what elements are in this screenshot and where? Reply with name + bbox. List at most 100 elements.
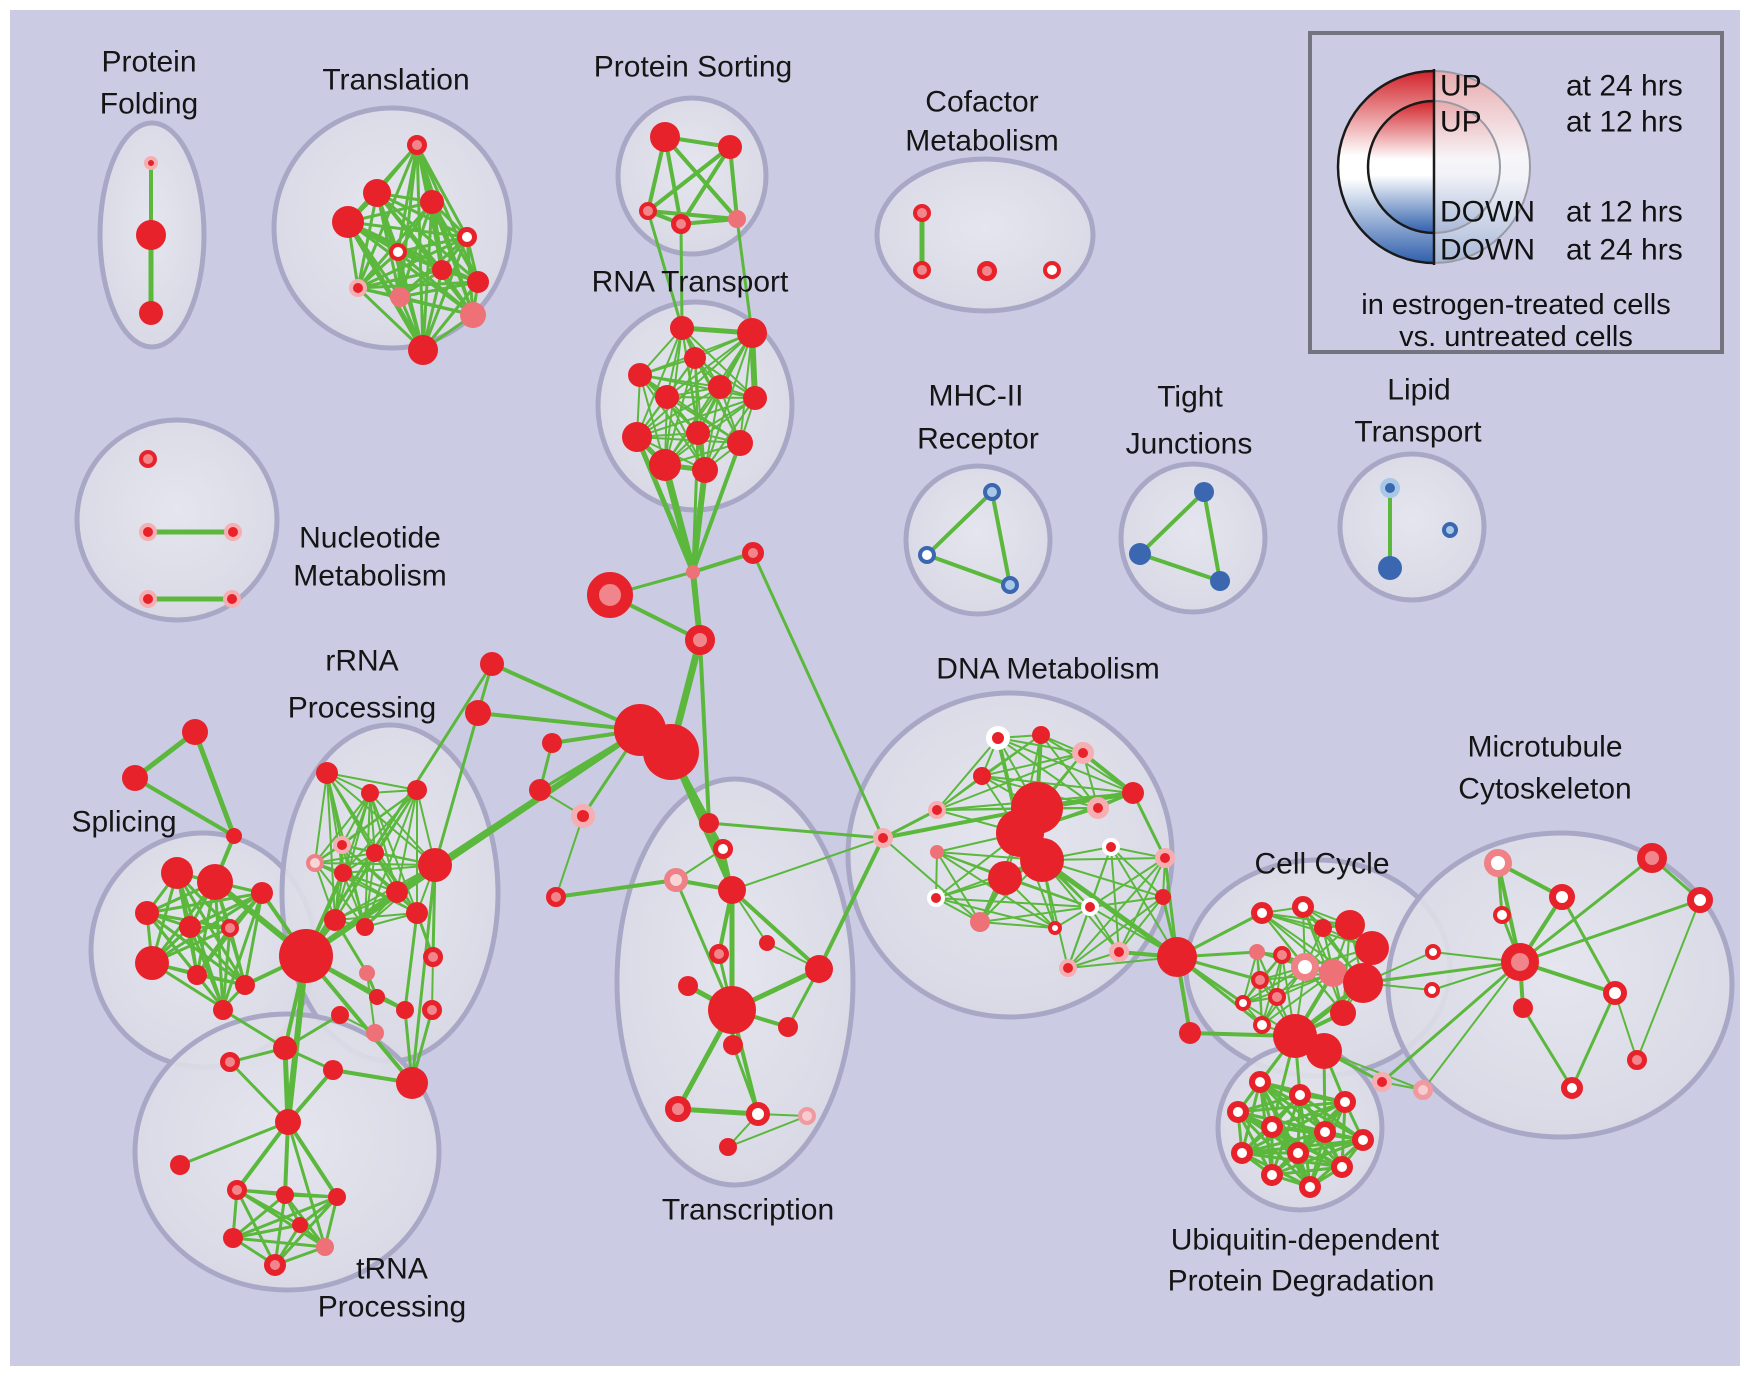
- node-mt5: [1425, 944, 1441, 960]
- node-t5: [457, 227, 477, 247]
- edge: [188, 891, 264, 929]
- node-tj3: [1210, 571, 1230, 591]
- node-t2: [363, 179, 391, 207]
- edge: [979, 921, 1056, 929]
- node-x2: [713, 839, 733, 859]
- node-c11: [465, 700, 491, 726]
- edge: [346, 220, 469, 239]
- node-ub5: [1261, 1116, 1283, 1138]
- edge: [231, 1195, 339, 1240]
- cluster-label-dna-metabolism-line0: DNA Metabolism: [936, 653, 1159, 686]
- cluster-label-microtubule-cytoskeleton-line1: Cytoskeleton: [1458, 773, 1631, 806]
- legend-time-1: at 12 hrs: [1566, 106, 1683, 139]
- edge: [286, 1120, 327, 1249]
- node-s6: [251, 882, 273, 904]
- edge: [314, 852, 376, 864]
- node-t4: [332, 206, 364, 238]
- node-r4: [628, 363, 652, 387]
- cluster-label-protein-folding-line0: Protein: [101, 46, 196, 79]
- node-rr13: [359, 965, 375, 981]
- node-n5: [223, 590, 241, 608]
- node-u7: [331, 1006, 349, 1024]
- node-ub2: [1289, 1084, 1311, 1106]
- node-cc12: [1268, 988, 1286, 1006]
- node-B2: [1179, 1022, 1201, 1044]
- edge: [314, 862, 436, 866]
- node-cc7: [1273, 946, 1291, 964]
- node-x8: [805, 955, 833, 983]
- edge: [1202, 490, 1222, 583]
- edge: [646, 209, 739, 221]
- cluster-label-rrna-processing-line1: Processing: [288, 692, 436, 725]
- node-h2: [643, 724, 699, 780]
- legend-caption-line0: in estrogen-treated cells: [1361, 289, 1671, 321]
- node-ub3: [1334, 1091, 1356, 1113]
- cluster-label-ubiquitin-degradation-line0: Ubiquitin-dependent: [1171, 1224, 1440, 1257]
- edge: [1261, 972, 1334, 1026]
- edge: [1118, 896, 1164, 953]
- edge: [1110, 846, 1120, 953]
- edge: [286, 1120, 339, 1199]
- node-ub4: [1227, 1101, 1249, 1123]
- legend-direction-0: UP: [1440, 70, 1482, 103]
- edge: [243, 891, 264, 987]
- edge: [735, 217, 754, 335]
- edge: [646, 145, 732, 213]
- edge: [356, 280, 480, 290]
- node-ub12: [1299, 1176, 1321, 1198]
- edge: [1236, 1100, 1347, 1114]
- edge: [1296, 1138, 1365, 1155]
- node-d3: [1072, 742, 1094, 764]
- edge: [882, 837, 981, 923]
- node-cc5: [1355, 931, 1389, 965]
- node-rr12: [356, 918, 374, 936]
- edge: [231, 1223, 302, 1240]
- node-c4: [685, 625, 715, 655]
- legend-time-0: at 24 hrs: [1566, 70, 1683, 103]
- edge: [936, 851, 981, 923]
- edge: [679, 222, 684, 330]
- edge: [730, 888, 821, 971]
- edge: [178, 1120, 290, 1167]
- node-x14: [798, 1107, 816, 1125]
- cluster-label-nucleotide-metabolism-line0: Nucleotide: [299, 522, 441, 555]
- edge: [639, 374, 706, 471]
- node-r2: [737, 318, 767, 348]
- cluster-mhc-ii-receptor: [903, 463, 1053, 617]
- node-rr7: [366, 844, 384, 862]
- node-r7: [743, 386, 767, 410]
- edge: [346, 220, 480, 284]
- cluster-tight-junctions: [1118, 461, 1268, 615]
- edge: [314, 772, 328, 864]
- node-r1: [670, 316, 694, 340]
- edge: [1067, 896, 1164, 969]
- edge: [398, 280, 480, 299]
- node-lp3: [1442, 522, 1458, 538]
- node-r9: [622, 422, 652, 452]
- node-d1: [986, 726, 1010, 750]
- cluster-label-trna-processing-line1: Processing: [318, 1291, 466, 1324]
- node-x12: [665, 1096, 691, 1122]
- edge: [555, 815, 584, 898]
- edge: [304, 662, 494, 958]
- node-tb7: [292, 1217, 308, 1233]
- nodes: [122, 122, 1713, 1276]
- edge: [1138, 552, 1222, 583]
- node-x9: [708, 986, 756, 1034]
- node-s1: [182, 719, 208, 745]
- node-r3: [684, 347, 706, 369]
- node-mt12: [1627, 1050, 1647, 1070]
- node-cc15b: [1306, 1033, 1342, 1069]
- edge: [221, 1008, 287, 1050]
- edge: [691, 441, 742, 574]
- node-x5: [759, 935, 775, 951]
- node-rr4: [333, 836, 351, 854]
- node-ps5: [728, 210, 746, 228]
- node-r12: [692, 457, 718, 483]
- edge: [731, 837, 884, 891]
- cluster-label-cofactor-metabolism-line0: Cofactor: [925, 86, 1038, 119]
- edge: [1131, 791, 1167, 860]
- edge: [1067, 906, 1091, 969]
- node-c2: [587, 572, 633, 618]
- node-r8: [686, 421, 710, 445]
